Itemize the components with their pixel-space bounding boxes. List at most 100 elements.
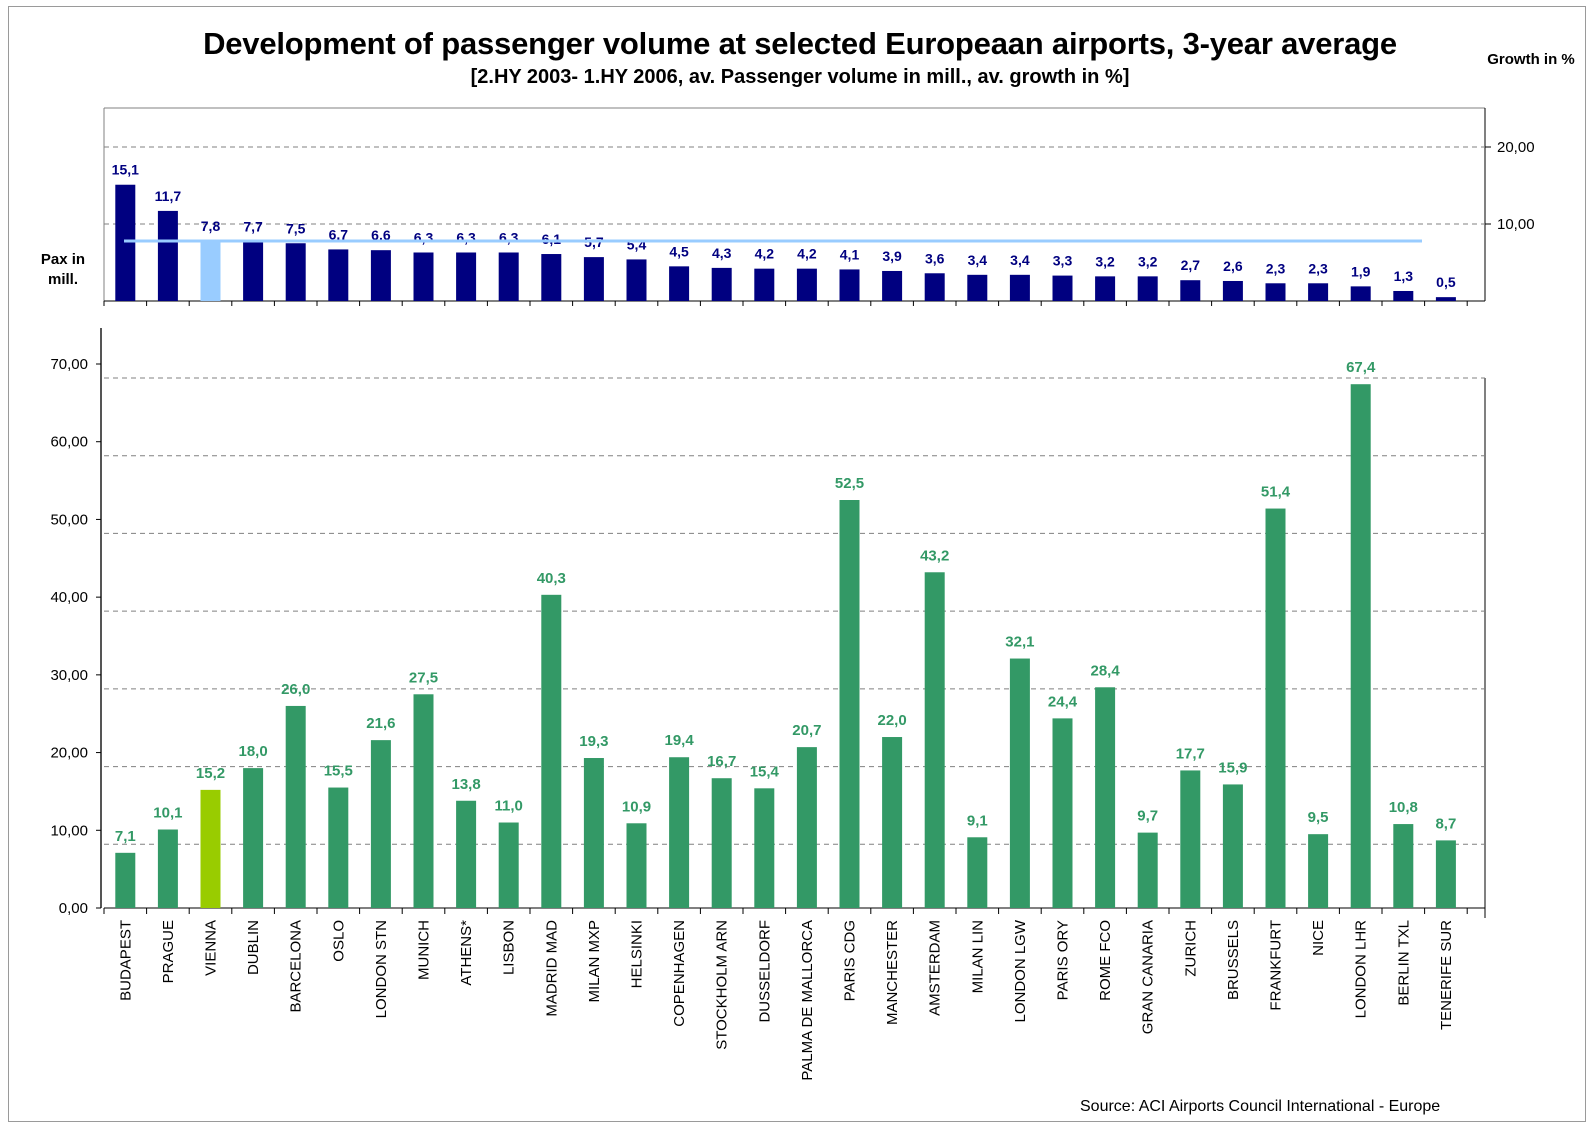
pax-bar xyxy=(711,778,732,908)
pax-bar xyxy=(370,740,391,908)
category-label: BERLIN TXL xyxy=(1395,920,1412,1006)
category-label: PRAGUE xyxy=(160,920,177,983)
pax-tick-label: 40,00 xyxy=(50,589,88,606)
growth-data-label: 4,1 xyxy=(840,246,860,262)
pax-bar xyxy=(839,500,860,908)
growth-tick-label: 10,00 xyxy=(1497,216,1535,233)
pax-bar xyxy=(1095,687,1116,908)
pax-bar xyxy=(1435,840,1456,908)
pax-bar xyxy=(115,852,136,908)
pax-bar xyxy=(1180,770,1201,908)
pax-tick-label: 0,00 xyxy=(59,900,88,917)
pax-data-label: 15,4 xyxy=(750,763,780,780)
growth-bar xyxy=(669,266,690,301)
pax-tick-label: 10,00 xyxy=(50,822,88,839)
growth-bar xyxy=(839,269,860,301)
category-label: LONDON STN xyxy=(373,920,390,1018)
pax-bar xyxy=(924,572,945,908)
growth-bar xyxy=(1265,283,1286,301)
pax-data-label: 9,1 xyxy=(967,812,988,829)
pax-data-label: 67,4 xyxy=(1346,359,1376,376)
category-label: MILAN LIN xyxy=(969,920,986,993)
growth-bar xyxy=(200,240,221,301)
pax-bar xyxy=(200,789,221,908)
growth-data-label: 3,4 xyxy=(968,252,988,268)
pax-bar xyxy=(669,757,690,908)
pax-data-label: 18,0 xyxy=(238,743,267,760)
category-label: HELSINKI xyxy=(629,920,646,988)
pax-data-label: 10,1 xyxy=(153,805,182,822)
chart-title: Development of passenger volume at selec… xyxy=(203,26,1397,61)
growth-data-label: 2,7 xyxy=(1181,257,1201,273)
pax-bar xyxy=(413,694,434,908)
category-label: MADRID MAD xyxy=(543,920,560,1017)
pax-bar xyxy=(1265,508,1286,908)
growth-bar xyxy=(796,268,817,301)
category-label: PARIS CDG xyxy=(842,920,859,1001)
pax-bar xyxy=(498,822,519,908)
source-note: Source: ACI Airports Council Internation… xyxy=(1080,1098,1441,1115)
growth-bar xyxy=(1052,275,1073,301)
growth-data-label: 3,2 xyxy=(1138,253,1158,269)
pax-data-label: 10,9 xyxy=(622,798,651,815)
growth-data-label: 6,6 xyxy=(371,227,391,243)
growth-tick-label: 20,00 xyxy=(1497,139,1535,156)
category-label: COPENHAGEN xyxy=(671,920,688,1027)
category-label: MANCHESTER xyxy=(884,920,901,1025)
growth-bar xyxy=(243,241,264,301)
pax-bar xyxy=(754,788,775,908)
growth-bar xyxy=(882,270,903,301)
growth-data-label: 1,9 xyxy=(1351,263,1371,279)
growth-data-label: 7,7 xyxy=(243,219,263,235)
pax-data-label: 13,8 xyxy=(451,776,480,793)
growth-bar xyxy=(1095,276,1116,301)
category-label: DUBLIN xyxy=(245,920,262,975)
category-label: BUDAPEST xyxy=(117,920,134,1001)
growth-bar xyxy=(1350,286,1371,301)
growth-bar xyxy=(711,267,732,301)
growth-data-label: 3,6 xyxy=(925,250,945,266)
growth-data-label: 2,3 xyxy=(1308,260,1328,276)
growth-data-label: 6,7 xyxy=(329,226,349,242)
growth-data-label: 7,5 xyxy=(286,220,306,236)
growth-bar xyxy=(626,259,647,301)
growth-bar xyxy=(157,210,178,301)
pax-data-label: 9,7 xyxy=(1137,808,1158,825)
pax-tick-label: 50,00 xyxy=(50,511,88,528)
pax-data-label: 52,5 xyxy=(835,475,864,492)
growth-data-label: 2,3 xyxy=(1266,260,1286,276)
category-label: BARCELONA xyxy=(288,920,305,1013)
category-label: STOCKHOLM ARN xyxy=(714,920,731,1050)
growth-data-label: 6,1 xyxy=(542,231,562,247)
growth-bar xyxy=(498,252,519,301)
pax-bar xyxy=(328,787,349,908)
growth-data-label: 4,5 xyxy=(669,243,689,259)
pax-data-label: 32,1 xyxy=(1005,634,1034,651)
pax-bar xyxy=(243,768,264,908)
growth-data-label: 0,5 xyxy=(1436,274,1456,290)
category-label: GRAN CANARIA xyxy=(1140,920,1157,1034)
pax-data-label: 15,2 xyxy=(196,765,225,782)
growth-bar xyxy=(924,273,945,301)
growth-bar xyxy=(115,184,136,301)
category-label: TENERIFE SUR xyxy=(1438,920,1455,1030)
pax-bar xyxy=(1393,824,1414,908)
pax-data-label: 15,9 xyxy=(1218,759,1247,776)
chart-subtitle: [2.HY 2003- 1.HY 2006, av. Passenger vol… xyxy=(470,66,1130,88)
category-label: LONDON LGW xyxy=(1012,919,1029,1022)
chart-frame xyxy=(8,6,1586,1122)
growth-bar xyxy=(413,252,434,301)
pax-data-label: 9,5 xyxy=(1308,809,1329,826)
category-label: MUNICH xyxy=(416,920,433,980)
growth-data-label: 7,8 xyxy=(201,218,221,234)
pax-data-label: 16,7 xyxy=(707,753,736,770)
pax-data-label: 8,7 xyxy=(1435,815,1456,832)
pax-data-label: 24,4 xyxy=(1048,693,1078,710)
growth-data-label: 4,2 xyxy=(755,246,775,262)
growth-bar xyxy=(1308,283,1329,301)
growth-data-label: 2,6 xyxy=(1223,258,1243,274)
growth-data-label: 3,4 xyxy=(1010,252,1030,268)
pax-bar xyxy=(1350,384,1371,909)
growth-bar xyxy=(754,268,775,301)
